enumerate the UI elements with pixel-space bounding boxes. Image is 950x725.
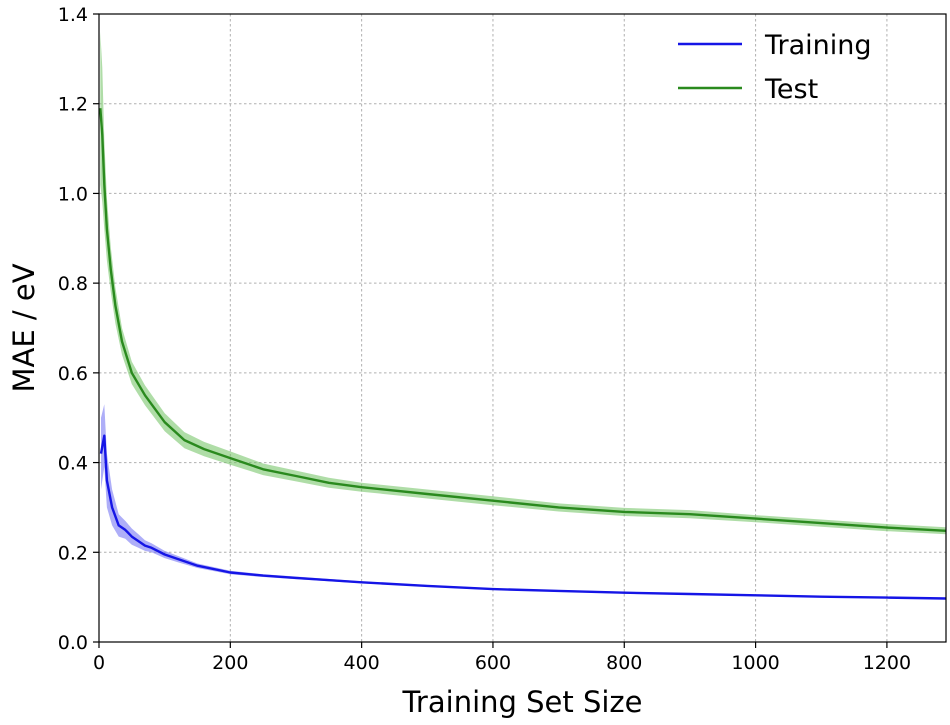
series-line-test: [99, 108, 947, 532]
y-tick-label: 1.0: [58, 183, 88, 205]
x-tick-label: 1000: [731, 652, 779, 674]
series-line-training: [99, 434, 947, 600]
legend-label: Test: [764, 74, 818, 105]
plot-frame: [98, 13, 947, 643]
y-tick-label: 0.0: [58, 632, 88, 654]
axis-ticks: 0 200 400 600 800 1000 1200 0.0 0.2 0.4 0.6 0.8 1.0 1…: [58, 4, 911, 674]
x-tick-label: 600: [475, 652, 511, 674]
x-axis-label: Training Set Size: [401, 685, 642, 719]
legend-label: Training: [764, 30, 872, 61]
y-tick-label: 0.6: [58, 363, 88, 385]
y-tick-label: 0.2: [58, 542, 88, 564]
y-tick-label: 1.4: [58, 4, 88, 26]
y-tick-label: 1.2: [58, 94, 88, 116]
x-tick-label: 800: [606, 652, 642, 674]
x-tick-label: 400: [344, 652, 380, 674]
y-tick-label: 0.4: [58, 453, 88, 475]
y-tick-label: 0.8: [58, 273, 88, 295]
x-tick-label: 1200: [863, 652, 911, 674]
x-tick-label: 0: [93, 652, 105, 674]
legend: Training Test: [678, 30, 872, 105]
x-tick-label: 200: [212, 652, 248, 674]
series-lines: [99, 108, 947, 600]
y-axis-label: MAE / eV: [7, 263, 41, 392]
